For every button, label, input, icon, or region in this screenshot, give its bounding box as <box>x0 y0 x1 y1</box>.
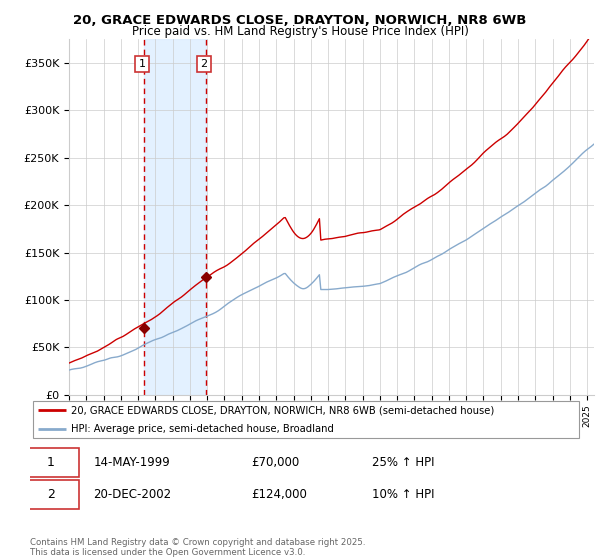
Text: 20, GRACE EDWARDS CLOSE, DRAYTON, NORWICH, NR8 6WB: 20, GRACE EDWARDS CLOSE, DRAYTON, NORWIC… <box>73 14 527 27</box>
Text: 20, GRACE EDWARDS CLOSE, DRAYTON, NORWICH, NR8 6WB (semi-detached house): 20, GRACE EDWARDS CLOSE, DRAYTON, NORWIC… <box>71 405 494 415</box>
Text: 1: 1 <box>47 456 55 469</box>
Text: 2: 2 <box>47 488 55 501</box>
Text: 2: 2 <box>200 59 208 69</box>
Text: £70,000: £70,000 <box>251 456 299 469</box>
Text: 20-DEC-2002: 20-DEC-2002 <box>94 488 172 501</box>
Bar <box>145 39 206 395</box>
FancyBboxPatch shape <box>33 402 579 437</box>
Text: Price paid vs. HM Land Registry's House Price Index (HPI): Price paid vs. HM Land Registry's House … <box>131 25 469 38</box>
Text: 14-MAY-1999: 14-MAY-1999 <box>94 456 170 469</box>
Text: HPI: Average price, semi-detached house, Broadland: HPI: Average price, semi-detached house,… <box>71 424 334 433</box>
Text: 10% ↑ HPI: 10% ↑ HPI <box>372 488 435 501</box>
FancyBboxPatch shape <box>23 480 79 509</box>
Text: £124,000: £124,000 <box>251 488 307 501</box>
Text: 25% ↑ HPI: 25% ↑ HPI <box>372 456 435 469</box>
Text: Contains HM Land Registry data © Crown copyright and database right 2025.
This d: Contains HM Land Registry data © Crown c… <box>30 538 365 557</box>
Text: 1: 1 <box>139 59 145 69</box>
FancyBboxPatch shape <box>23 448 79 477</box>
